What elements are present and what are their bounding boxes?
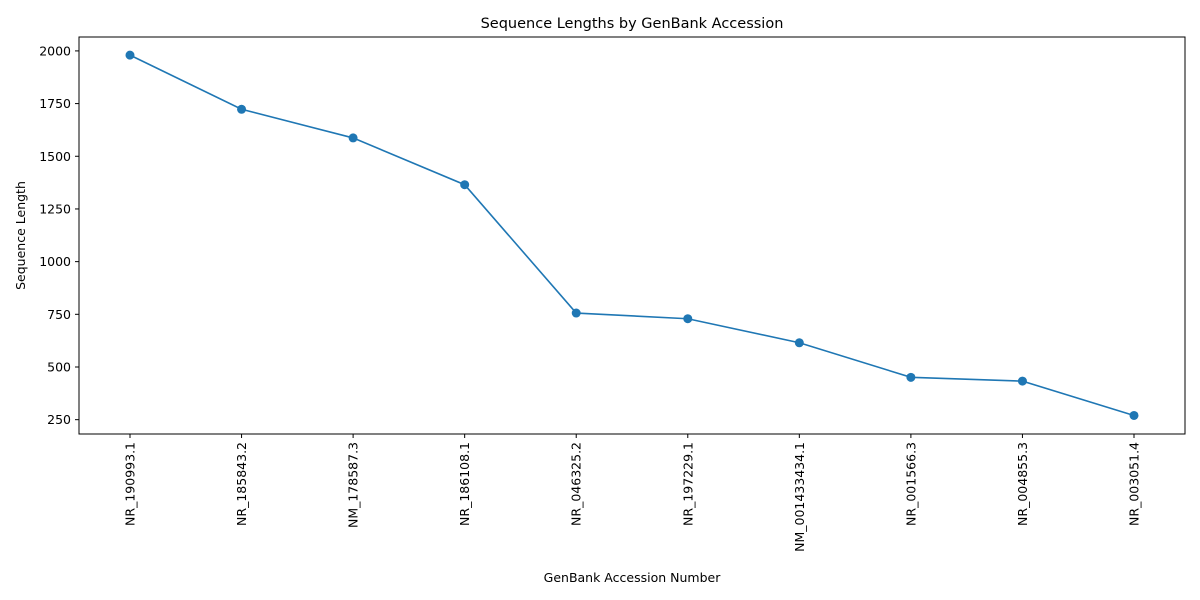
y-tick-label: 500 [47,359,71,374]
x-tick-label: NR_186108.1 [457,442,472,526]
x-tick-label: NR_046325.2 [569,442,584,526]
x-tick-label: NR_190993.1 [123,442,138,526]
data-point [571,308,581,318]
data-point [1017,376,1027,386]
series-line [129,54,1135,417]
data-point [348,133,358,143]
y-tick-label: 1500 [39,149,71,164]
x-axis-label: GenBank Accession Number [544,570,722,585]
data-point [906,372,916,382]
y-axis: 250 500 750 1000 1250 1500 1750 2000 [39,43,79,427]
x-tick-label: NR_004855.3 [1015,442,1030,526]
series [125,50,1139,420]
y-tick-label: 2000 [39,43,71,58]
x-tick-label: NM_178587.3 [346,442,361,528]
y-tick-label: 1000 [39,254,71,269]
data-point [125,50,135,60]
y-tick-label: 1250 [39,201,71,216]
x-tick-label: NR_001566.3 [903,442,918,526]
x-tick-label: NM_001433434.1 [792,442,807,552]
data-point [237,104,247,114]
y-tick-label: 1750 [39,96,71,111]
chart-title: Sequence Lengths by GenBank Accession [481,16,784,32]
y-axis-label: Sequence Length [13,181,28,290]
x-tick-label: NR_185843.2 [234,442,249,526]
plot-area [78,36,1186,435]
data-point [683,314,693,324]
x-tick-label: NR_197229.1 [680,442,695,526]
data-point [794,338,804,348]
y-tick-label: 750 [47,307,71,322]
data-point [460,180,470,190]
data-point [1129,410,1139,420]
x-tick-label: NR_003051.4 [1127,442,1142,526]
x-axis: NR_190993.1 NR_185843.2 NM_178587.3 NR_1861… [123,434,1142,552]
y-tick-label: 250 [47,412,71,427]
